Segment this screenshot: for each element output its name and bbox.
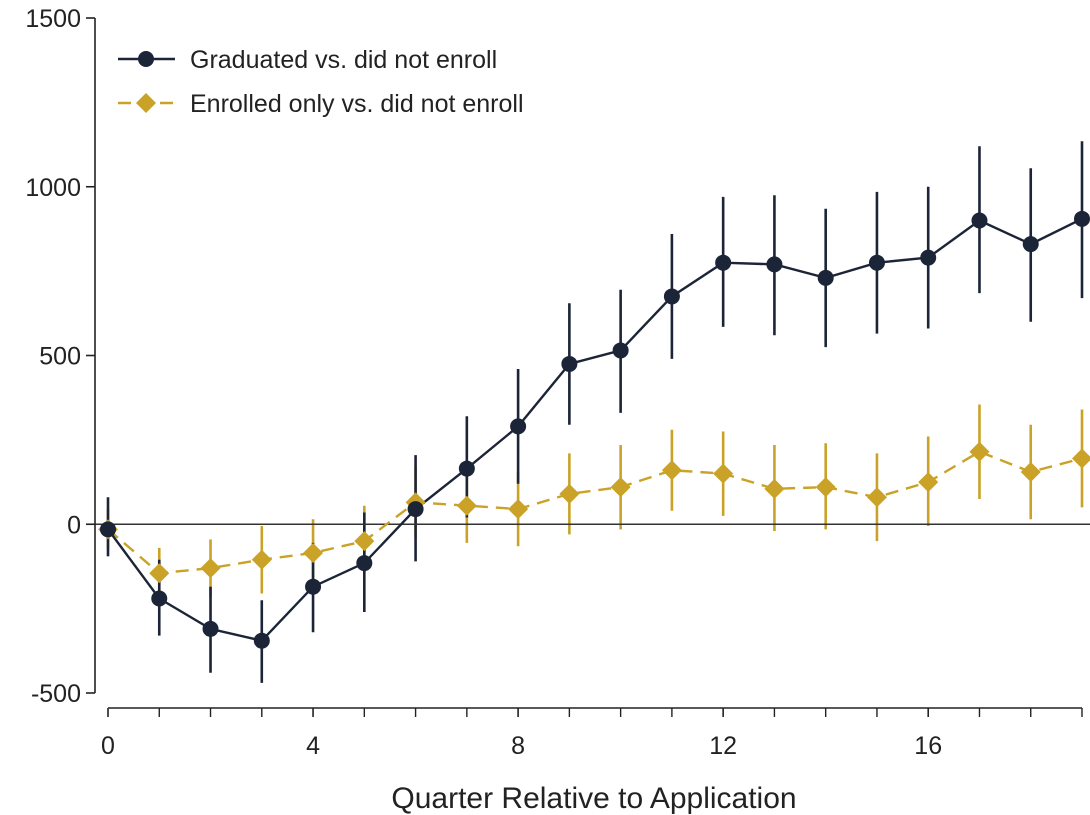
data-point (200, 558, 221, 579)
y-tick-label: -500 (31, 680, 81, 708)
data-point (610, 477, 631, 498)
y-tick-label: 1500 (25, 5, 81, 33)
x-tick-label: 12 (709, 732, 737, 760)
data-point (1072, 448, 1090, 469)
data-point (868, 254, 885, 271)
x-tick-label: 8 (511, 732, 525, 760)
data-point (456, 495, 477, 516)
data-point (661, 460, 682, 481)
legend-marker (138, 51, 154, 67)
legend-marker (136, 93, 156, 113)
data-point (971, 212, 988, 229)
data-point (561, 355, 578, 372)
data-point (508, 499, 529, 520)
data-point (305, 578, 322, 595)
y-tick-label: 500 (39, 343, 81, 371)
x-tick-label: 0 (101, 732, 115, 760)
data-point (510, 418, 527, 435)
y-tick-label: 0 (67, 511, 81, 539)
x-tick-label: 16 (914, 732, 942, 760)
data-point (303, 542, 324, 563)
data-point (920, 249, 937, 266)
data-point (817, 269, 834, 286)
y-axis-ticks: -500 0 500 1000 1500 (25, 5, 95, 708)
x-axis-ticks: 0 4 8 12 16 (101, 708, 1083, 760)
data-point (866, 487, 887, 508)
data-point (1022, 236, 1039, 253)
series-markers (98, 210, 1090, 649)
series-line (107, 217, 1083, 643)
data-point (251, 549, 272, 570)
data-point (715, 254, 732, 271)
data-point (1020, 461, 1041, 482)
data-point (612, 342, 629, 359)
data-point (356, 555, 373, 572)
data-point (559, 483, 580, 504)
data-point (1074, 210, 1090, 227)
data-point (969, 441, 990, 462)
legend: Graduated vs. did not enroll Enrolled onl… (118, 46, 524, 118)
series-lines (107, 217, 1083, 643)
data-point (458, 460, 475, 477)
data-point (663, 288, 680, 305)
data-point (151, 590, 168, 607)
data-point (354, 531, 375, 552)
data-point (918, 472, 939, 493)
data-point (100, 521, 116, 538)
data-point (766, 256, 783, 273)
y-tick-label: 1000 (25, 174, 81, 202)
data-point (815, 477, 836, 498)
data-point (713, 463, 734, 484)
data-point (407, 501, 424, 518)
data-point (149, 563, 170, 584)
x-tick-label: 4 (306, 732, 320, 760)
legend-label: Graduated vs. did not enroll (190, 46, 497, 74)
confidence-intervals (106, 141, 1084, 683)
x-axis-title: Quarter Relative to Application (391, 782, 796, 815)
series-line (107, 450, 1083, 575)
data-point (253, 632, 270, 649)
data-point (202, 620, 219, 637)
data-point (764, 478, 785, 499)
legend-label: Enrolled only vs. did not enroll (190, 90, 524, 118)
axes (94, 18, 1082, 709)
